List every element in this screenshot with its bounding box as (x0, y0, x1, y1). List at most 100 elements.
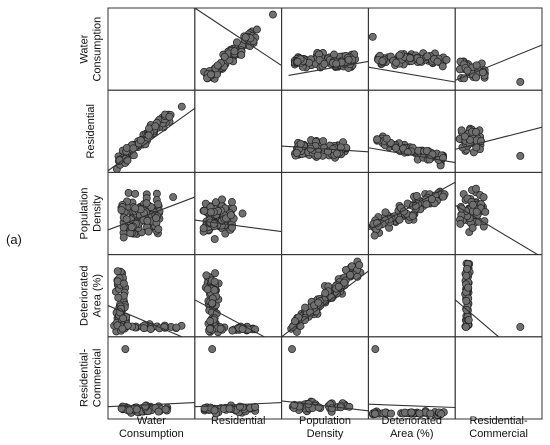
data-point (237, 51, 246, 59)
data-point (468, 223, 477, 232)
data-point (291, 317, 299, 326)
data-point (457, 126, 466, 135)
data-point (479, 193, 488, 202)
row-label-population-density: PopulationDensity (79, 188, 104, 240)
data-point (211, 269, 220, 278)
matrix-cell-water-consumption-vs-population-density (281, 7, 369, 91)
data-point (422, 200, 431, 209)
data-point (301, 303, 310, 312)
data-point (225, 404, 234, 413)
data-point (378, 57, 387, 66)
data-point (433, 57, 442, 66)
data-point (341, 265, 350, 274)
data-point (371, 345, 380, 354)
fit-line (281, 270, 369, 338)
data-point (319, 137, 328, 145)
row-label-deteriorated-area: DeterioratedArea (%) (79, 265, 104, 326)
data-point (373, 135, 382, 144)
row-label-residential-commercial: Residential-Commercial (79, 349, 104, 408)
data-point (471, 128, 480, 136)
data-point (230, 47, 239, 56)
data-point (208, 345, 217, 354)
data-point (415, 409, 424, 418)
data-point (200, 206, 209, 215)
matrix-cell-deteriorated-area-vs-deteriorated-area (367, 254, 456, 338)
data-point (207, 70, 215, 79)
data-point (395, 215, 404, 224)
data-point (268, 10, 277, 19)
fit-line (454, 204, 538, 256)
data-point (113, 267, 122, 276)
data-point (472, 207, 481, 216)
data-point (516, 152, 525, 160)
data-point (355, 261, 364, 270)
data-point (132, 405, 141, 414)
data-point (288, 345, 296, 354)
data-point (416, 56, 424, 65)
data-point (206, 317, 215, 326)
data-point (199, 224, 208, 233)
data-point (392, 58, 401, 67)
data-point (292, 148, 301, 157)
column-label-water-consumption: Water Consumption (119, 415, 184, 440)
data-point (141, 402, 150, 410)
data-point (371, 409, 379, 418)
data-point (213, 61, 222, 70)
data-point (206, 208, 215, 217)
data-point (407, 408, 416, 417)
data-point (210, 235, 219, 244)
data-point (210, 277, 219, 286)
fit-line (107, 107, 196, 172)
data-point (119, 233, 128, 242)
data-point (408, 212, 417, 220)
matrix-cell-water-consumption-vs-water-consumption (107, 7, 196, 91)
matrix-cell-residential-commercial-vs-residential-commercial (454, 336, 543, 420)
data-point (516, 322, 525, 331)
matrix-cell-water-consumption-vs-deteriorated-area (367, 7, 456, 91)
data-point (336, 143, 345, 152)
data-point (460, 132, 469, 141)
data-point (382, 134, 391, 143)
data-point (391, 144, 400, 153)
data-point (381, 208, 390, 217)
fit-line (368, 181, 456, 231)
fit-line (107, 305, 182, 338)
data-point (368, 32, 377, 41)
data-point (406, 54, 414, 63)
fit-line (281, 145, 369, 153)
column-label-deteriorated-area: Deteriorated Area (%) (382, 415, 443, 440)
data-point (253, 25, 261, 34)
data-point (472, 61, 481, 70)
data-point (340, 278, 349, 287)
data-point (136, 136, 145, 145)
row-label-water-consumption: WaterConsumption (79, 17, 104, 82)
data-point (117, 206, 126, 215)
matrix-cell-population-density-vs-population-density (281, 171, 369, 256)
data-point (169, 193, 178, 202)
data-point (333, 149, 341, 158)
matrix-cell-residential-vs-residential (194, 89, 283, 173)
fit-line (281, 400, 369, 412)
data-point (125, 406, 134, 415)
data-point (251, 402, 260, 411)
matrix-cell-water-consumption-vs-residential-commercial (454, 7, 543, 91)
column-label-population-density: Population Density (299, 415, 351, 440)
data-point (127, 223, 136, 232)
data-point (481, 207, 490, 216)
data-point (464, 283, 473, 292)
data-point (442, 55, 451, 64)
fit-line (194, 219, 282, 233)
fit-line (454, 299, 499, 338)
data-point (472, 184, 480, 193)
data-point (146, 325, 155, 334)
data-point (203, 285, 212, 294)
data-point (437, 410, 446, 418)
data-point (114, 293, 123, 302)
fit-line (368, 403, 456, 409)
data-point (327, 293, 336, 302)
data-point (463, 264, 472, 273)
fit-line (194, 7, 282, 66)
data-point (344, 55, 353, 64)
data-point (154, 225, 163, 234)
data-point (423, 52, 432, 61)
